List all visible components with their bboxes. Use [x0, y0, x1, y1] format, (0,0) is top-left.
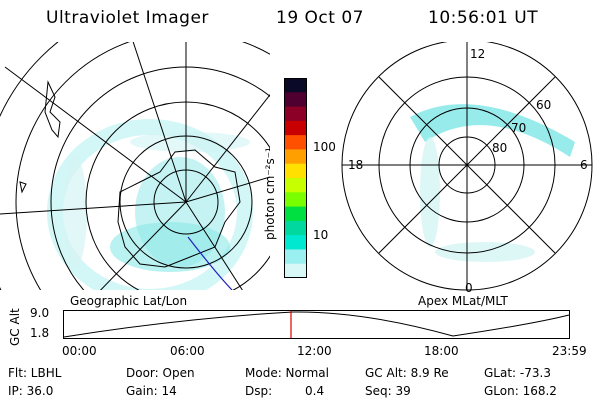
gain-status: Gain: 14: [126, 384, 177, 398]
aurora-oval-polar: [410, 104, 575, 262]
geographic-caption: Geographic Lat/Lon: [70, 294, 188, 308]
date-label: 19 Oct 07: [276, 8, 364, 28]
seq-status: Seq: 39: [365, 384, 411, 398]
mlat-label-80: 80: [492, 141, 508, 155]
colorbar-band: [284, 220, 307, 236]
colorbar-band: [284, 235, 307, 250]
colorbar-band: [284, 149, 307, 165]
mlt-label-12: 12: [470, 47, 486, 61]
mlt-label-18: 18: [348, 158, 364, 172]
dsp-value: 0.4: [305, 384, 325, 398]
mode-status: Mode: Normal: [245, 366, 329, 380]
altitude-ylabel: GC Alt: [8, 308, 22, 346]
colorbar-band: [284, 78, 307, 93]
colorbar: [284, 78, 307, 278]
app-title: Ultraviolet Imager: [46, 8, 209, 28]
mlat-label-60: 60: [536, 98, 552, 112]
colorbar-band: [284, 192, 307, 208]
filter-status: Flt: LBHL: [8, 366, 62, 380]
colorbar-tick-10: 10: [313, 228, 329, 242]
altitude-plot: [63, 310, 570, 339]
time-label: 10:56:01 UT: [428, 8, 539, 28]
altitude-xtick-4: 23:59: [552, 344, 587, 358]
door-status: Door: Open: [126, 366, 195, 380]
colorbar-band: [284, 249, 307, 265]
altitude-xtick-1: 06:00: [170, 344, 205, 358]
glon-status: GLon: 168.2: [484, 384, 557, 398]
altitude-ytick-low: 1.8: [30, 326, 50, 340]
colorbar-band: [284, 163, 307, 179]
colorbar-band: [284, 178, 307, 193]
geographic-map: [0, 42, 270, 290]
mlat-label-70: 70: [511, 121, 527, 135]
altitude-xtick-2: 12:00: [297, 344, 332, 358]
altitude-xtick-3: 18:00: [424, 344, 459, 358]
colorbar-unit-label: photon cm⁻²s⁻¹: [263, 147, 277, 240]
colorbar-band: [284, 263, 307, 278]
apex-caption: Apex MLat/MLT: [418, 294, 508, 308]
colorbar-band: [284, 92, 307, 108]
gc-alt-status: GC Alt: 8.9 Re: [365, 366, 449, 380]
colorbar-band: [284, 206, 307, 222]
polar-plot: [341, 42, 593, 291]
glat-status: GLat: -73.3: [484, 366, 551, 380]
colorbar-band: [284, 135, 307, 150]
colorbar-band: [284, 120, 307, 136]
altitude-xtick-0: 00:00: [62, 344, 97, 358]
ip-status: IP: 36.0: [8, 384, 54, 398]
altitude-ytick-high: 9.0: [30, 306, 50, 320]
mlt-label-6: 6: [580, 158, 588, 172]
colorbar-band: [284, 106, 307, 122]
aurora-oval: [47, 119, 253, 290]
dsp-label: Dsp:: [245, 384, 273, 398]
mlt-label-0: 0: [465, 281, 473, 295]
colorbar-tick-100: 100: [313, 140, 336, 154]
